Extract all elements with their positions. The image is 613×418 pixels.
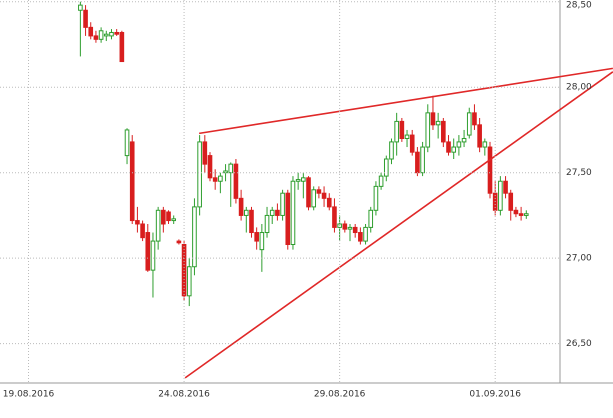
candle-body bbox=[88, 26, 94, 37]
candle-body bbox=[316, 189, 322, 194]
candle-body bbox=[155, 209, 161, 242]
candle-body bbox=[394, 120, 399, 143]
candle-body bbox=[368, 209, 374, 228]
candle-body bbox=[207, 155, 213, 179]
candle-body bbox=[446, 141, 451, 153]
candle-body bbox=[466, 112, 472, 136]
candle-body bbox=[389, 141, 394, 160]
candle-body bbox=[254, 232, 259, 242]
candle-body bbox=[78, 4, 83, 11]
candle-body bbox=[513, 209, 519, 215]
candle-body bbox=[441, 120, 446, 143]
candle-body bbox=[498, 180, 503, 211]
candle-body bbox=[347, 226, 353, 230]
y-tick-label: 28,50 bbox=[566, 1, 592, 11]
x-tick-label: 19.08.2016 bbox=[3, 390, 55, 400]
candle-body bbox=[140, 223, 145, 239]
candle-body bbox=[383, 158, 389, 177]
candle-body bbox=[233, 163, 239, 199]
candle-body bbox=[430, 112, 436, 126]
candle-body bbox=[321, 192, 327, 199]
candle-body bbox=[477, 124, 482, 148]
candle-body bbox=[363, 226, 368, 242]
candle-body bbox=[202, 141, 208, 165]
candle-body bbox=[161, 209, 166, 225]
trendline bbox=[198, 67, 613, 135]
candle-body bbox=[290, 180, 296, 246]
y-tick-label: 27,00 bbox=[566, 254, 592, 264]
candle-body bbox=[93, 35, 99, 40]
candle-body bbox=[238, 197, 244, 216]
candle-body bbox=[259, 232, 265, 251]
candle-body bbox=[264, 214, 270, 234]
candle-body bbox=[192, 206, 197, 268]
candle-body bbox=[145, 232, 151, 271]
candle-body bbox=[425, 112, 431, 148]
candle-body bbox=[456, 141, 462, 148]
candle-body bbox=[295, 179, 301, 182]
candle-body bbox=[409, 134, 415, 153]
candle-body bbox=[306, 177, 311, 208]
candle-body bbox=[332, 206, 337, 228]
candle-body bbox=[109, 31, 114, 37]
candle-body bbox=[342, 223, 348, 230]
candle-body bbox=[280, 192, 285, 216]
candle-body bbox=[119, 31, 125, 63]
candle-body bbox=[301, 177, 306, 182]
plot bbox=[78, 1, 613, 379]
candle-body bbox=[269, 209, 275, 216]
candle-body bbox=[404, 134, 410, 139]
trendline bbox=[184, 71, 613, 379]
candle-body bbox=[114, 31, 119, 35]
candle-body bbox=[275, 209, 280, 216]
candle-body bbox=[98, 30, 104, 40]
candle-body bbox=[420, 146, 425, 174]
y-tick-label: 28,00 bbox=[566, 83, 592, 93]
candle-body bbox=[487, 146, 493, 194]
candle-body bbox=[135, 220, 140, 225]
candle-body bbox=[243, 209, 249, 216]
candle-body bbox=[518, 213, 524, 216]
candle-body bbox=[461, 137, 467, 143]
candle-body bbox=[176, 240, 182, 244]
x-tick-label: 29.08.2016 bbox=[314, 390, 366, 400]
candle-body bbox=[358, 232, 363, 242]
candle-body bbox=[103, 33, 109, 37]
candle-body bbox=[249, 209, 254, 234]
candle-body bbox=[218, 175, 223, 182]
candle-body bbox=[129, 141, 135, 222]
candle-body bbox=[482, 141, 488, 148]
candle-body bbox=[83, 9, 88, 28]
candle-body bbox=[197, 141, 202, 208]
candle-body bbox=[415, 151, 420, 174]
candle-body bbox=[311, 189, 317, 208]
candle-body bbox=[150, 240, 156, 271]
candle-body bbox=[523, 213, 529, 216]
candle-body bbox=[399, 120, 405, 139]
x-tick-label: 01.09.2016 bbox=[469, 390, 521, 400]
candle-body bbox=[124, 129, 130, 157]
candle-body bbox=[352, 226, 358, 234]
candle-body bbox=[451, 146, 457, 153]
candle-body bbox=[228, 163, 234, 174]
y-tick-label: 26,50 bbox=[566, 339, 592, 349]
candle-body bbox=[285, 192, 291, 246]
candle-body bbox=[503, 180, 508, 194]
candle-body bbox=[326, 197, 332, 208]
candle-body bbox=[166, 211, 171, 222]
y-tick-label: 27,50 bbox=[566, 168, 592, 178]
candle-body bbox=[171, 218, 177, 222]
x-tick-label: 24.08.2016 bbox=[158, 390, 210, 400]
candle-body bbox=[378, 175, 384, 187]
candle-body bbox=[212, 177, 218, 182]
candle-body bbox=[435, 120, 441, 126]
candle-body bbox=[508, 192, 514, 211]
candle-body bbox=[186, 266, 192, 297]
candle-body bbox=[472, 112, 477, 126]
candle-body bbox=[373, 185, 379, 211]
